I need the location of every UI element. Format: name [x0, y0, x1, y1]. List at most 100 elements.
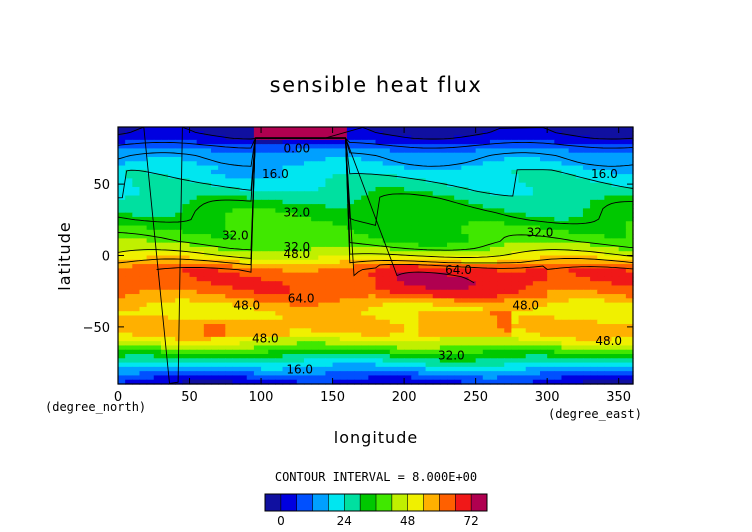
- heatmap-cell: [518, 375, 527, 381]
- heatmap-cell: [532, 298, 541, 304]
- heatmap-cell: [210, 234, 219, 239]
- heatmap-cell: [232, 371, 241, 377]
- heatmap-cell: [439, 276, 448, 282]
- heatmap-cell: [253, 251, 262, 257]
- heatmap-cell: [361, 234, 369, 239]
- heatmap-cell: [368, 212, 377, 218]
- heatmap-cell: [361, 345, 369, 351]
- heatmap-cell: [146, 354, 155, 359]
- heatmap-cell: [332, 259, 341, 265]
- heatmap-cell: [625, 319, 634, 325]
- heatmap-cell: [425, 294, 434, 299]
- heatmap-cell: [268, 311, 276, 317]
- heatmap-cell: [368, 315, 377, 321]
- heatmap-cell: [447, 349, 455, 355]
- heatmap-cell: [275, 242, 284, 248]
- heatmap-cell: [289, 366, 298, 372]
- heatmap-cell: [253, 229, 262, 235]
- heatmap-cell: [518, 371, 527, 377]
- heatmap-cell: [261, 229, 269, 235]
- heatmap-cell: [225, 131, 234, 137]
- heatmap-cell: [160, 144, 169, 150]
- heatmap-cell: [139, 302, 148, 308]
- heatmap-cell: [532, 148, 541, 154]
- heatmap-cell: [590, 174, 598, 179]
- heatmap-cell: [468, 298, 477, 304]
- heatmap-cell: [160, 182, 169, 188]
- heatmap-cell: [132, 246, 141, 252]
- heatmap-cell: [196, 328, 205, 334]
- heatmap-cell: [425, 272, 434, 278]
- heatmap-cell: [303, 272, 312, 278]
- heatmap-cell: [611, 264, 620, 269]
- heatmap-cell: [489, 281, 498, 287]
- heatmap-cell: [339, 294, 348, 299]
- heatmap-cell: [153, 354, 162, 359]
- heatmap-cell: [268, 127, 276, 132]
- heatmap-cell: [447, 131, 455, 137]
- heatmap-cell: [418, 225, 427, 231]
- heatmap-cell: [454, 341, 462, 347]
- heatmap-cell: [189, 315, 198, 321]
- heatmap-cell: [153, 195, 162, 201]
- heatmap-cell: [504, 259, 512, 265]
- heatmap-cell: [432, 135, 441, 141]
- heatmap-cell: [189, 208, 198, 214]
- heatmap-cell: [210, 264, 219, 269]
- heatmap-cell: [346, 234, 355, 239]
- heatmap-cell: [182, 375, 191, 381]
- heatmap-cell: [303, 246, 312, 252]
- heatmap-cell: [232, 268, 241, 274]
- heatmap-cell: [382, 251, 391, 257]
- heatmap-cell: [382, 349, 391, 355]
- heatmap-cell: [339, 238, 348, 244]
- heatmap-cell: [561, 358, 570, 364]
- heatmap-cell: [375, 281, 384, 287]
- heatmap-cell: [540, 281, 548, 287]
- heatmap-cell: [182, 294, 191, 299]
- heatmap-cell: [425, 148, 434, 154]
- heatmap-cell: [210, 289, 219, 295]
- heatmap-cell: [554, 139, 563, 145]
- heatmap-cell: [518, 186, 527, 192]
- heatmap-cell: [261, 315, 269, 321]
- heatmap-cell: [189, 234, 198, 239]
- heatmap-cell: [482, 324, 491, 329]
- heatmap-cell: [239, 195, 248, 201]
- heatmap-cell: [261, 264, 269, 269]
- heatmap-cell: [132, 225, 141, 231]
- heatmap-cell: [118, 238, 126, 244]
- heatmap-cell: [568, 246, 577, 252]
- heatmap-cell: [625, 276, 634, 282]
- heatmap-cell: [504, 298, 512, 304]
- heatmap-cell: [311, 379, 319, 385]
- heatmap-cell: [468, 169, 477, 175]
- heatmap-cell: [175, 148, 183, 154]
- heatmap-cell: [275, 234, 284, 239]
- heatmap-cell: [303, 174, 312, 179]
- heatmap-cell: [303, 234, 312, 239]
- heatmap-cell: [361, 221, 369, 227]
- heatmap-cell: [554, 229, 563, 235]
- heatmap-cell: [582, 362, 591, 368]
- heatmap-cell: [590, 336, 598, 342]
- heatmap-cell: [189, 156, 198, 162]
- heatmap-cell: [561, 174, 570, 179]
- heatmap-cell: [146, 127, 155, 132]
- heatmap-cell: [203, 255, 212, 261]
- heatmap-cell: [289, 191, 298, 197]
- heatmap-cell: [568, 366, 577, 372]
- heatmap-cell: [346, 336, 355, 342]
- heatmap-cell: [611, 306, 620, 312]
- heatmap-cell: [168, 354, 176, 359]
- heatmap-cell: [125, 139, 133, 145]
- heatmap-cell: [239, 221, 248, 227]
- heatmap-cell: [518, 152, 527, 158]
- heatmap-cell: [368, 161, 377, 167]
- heatmap-cell: [540, 131, 548, 137]
- contour-label: 32.0: [222, 229, 249, 243]
- heatmap-cell: [396, 341, 405, 347]
- heatmap-cell: [118, 242, 126, 248]
- heatmap-cell: [461, 186, 470, 192]
- heatmap-cell: [404, 362, 412, 368]
